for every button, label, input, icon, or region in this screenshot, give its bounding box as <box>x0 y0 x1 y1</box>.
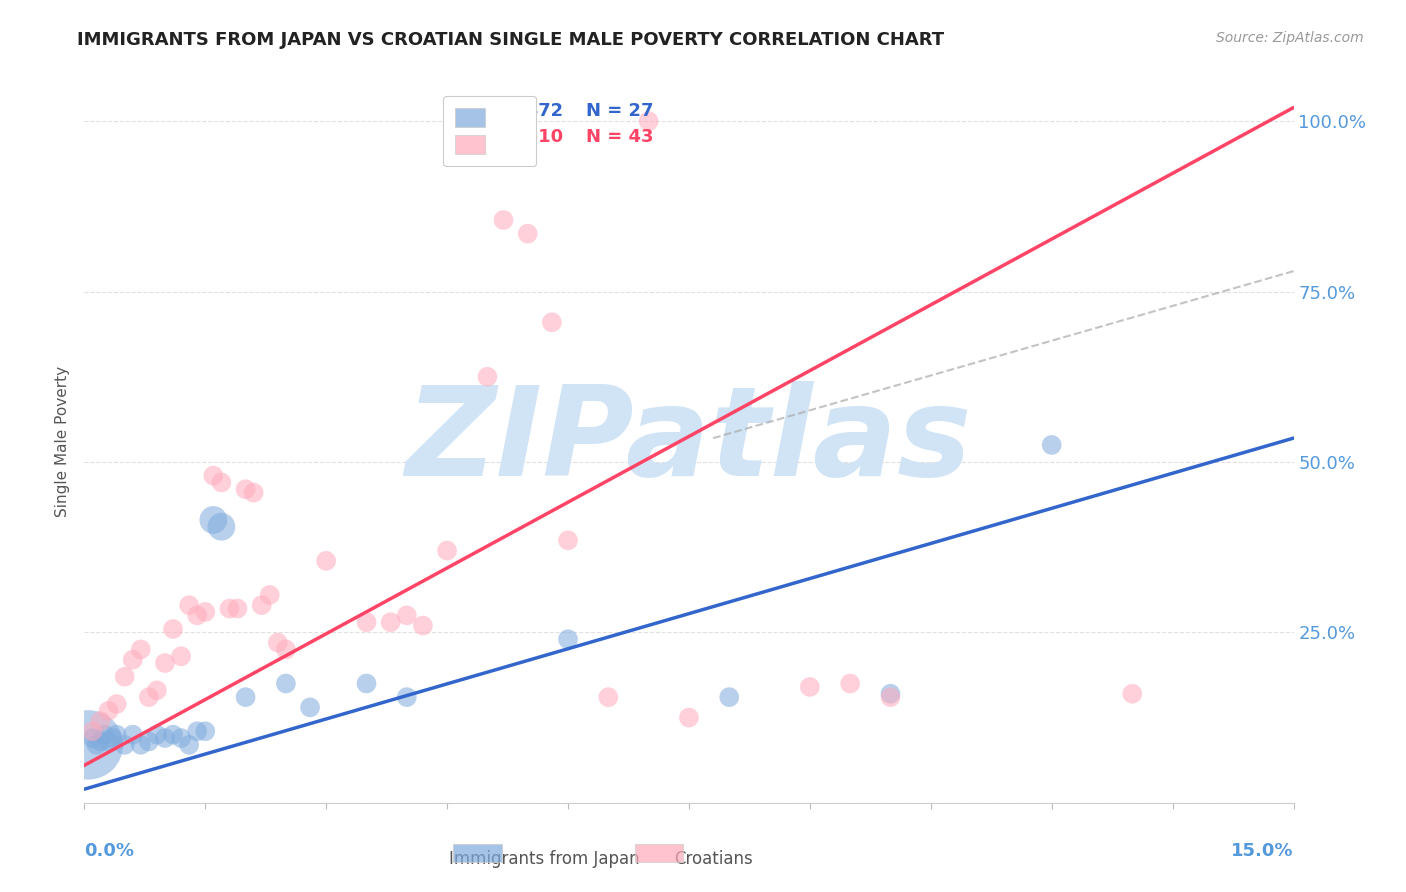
Point <box>114 670 136 684</box>
Point <box>170 731 193 745</box>
Point <box>170 649 193 664</box>
Point <box>153 731 176 745</box>
Text: Source: ZipAtlas.com: Source: ZipAtlas.com <box>1216 31 1364 45</box>
Point <box>186 608 208 623</box>
Point <box>356 676 378 690</box>
Point <box>129 642 152 657</box>
Point <box>235 690 257 705</box>
Point <box>516 227 538 241</box>
Text: N = 43: N = 43 <box>586 128 654 146</box>
Point <box>179 738 201 752</box>
Legend:      ,      : , <box>443 95 536 166</box>
Text: 0.0%: 0.0% <box>84 842 135 860</box>
Point <box>97 704 120 718</box>
Point <box>114 738 136 752</box>
Point <box>97 734 120 748</box>
Point <box>242 485 264 500</box>
Point <box>202 513 225 527</box>
Point <box>879 687 901 701</box>
Point <box>267 635 290 649</box>
Point <box>101 731 124 745</box>
Point <box>209 520 232 534</box>
Point <box>93 728 115 742</box>
Point <box>179 598 201 612</box>
Point <box>82 724 104 739</box>
Point <box>315 554 337 568</box>
Point <box>1121 687 1143 701</box>
Point <box>162 728 184 742</box>
Point <box>77 738 100 752</box>
Point <box>82 731 104 745</box>
Point <box>218 601 240 615</box>
Point <box>274 676 297 690</box>
Point <box>250 598 273 612</box>
Point <box>202 468 225 483</box>
Text: N = 27: N = 27 <box>586 102 654 120</box>
Point <box>138 690 160 705</box>
Point <box>395 690 418 705</box>
Point <box>121 728 143 742</box>
Text: 15.0%: 15.0% <box>1232 842 1294 860</box>
Point <box>598 690 620 705</box>
Point <box>259 588 281 602</box>
Point <box>186 724 208 739</box>
Text: ZIPatlas: ZIPatlas <box>406 381 972 502</box>
Point <box>194 724 217 739</box>
Point <box>477 369 499 384</box>
Point <box>380 615 402 630</box>
Point <box>146 728 169 742</box>
Point <box>138 734 160 748</box>
Point <box>86 738 108 752</box>
FancyBboxPatch shape <box>634 844 683 862</box>
Point <box>105 728 128 742</box>
Text: R = 0.472: R = 0.472 <box>465 102 564 120</box>
Point <box>395 608 418 623</box>
Point <box>226 601 249 615</box>
Point <box>718 690 741 705</box>
Point <box>1040 438 1063 452</box>
Point <box>678 710 700 724</box>
Point <box>356 615 378 630</box>
Point <box>146 683 169 698</box>
Point <box>412 618 434 632</box>
Point <box>89 714 111 728</box>
Point <box>541 315 564 329</box>
Point <box>162 622 184 636</box>
Point <box>194 605 217 619</box>
Point <box>839 676 862 690</box>
Point <box>274 642 297 657</box>
Text: IMMIGRANTS FROM JAPAN VS CROATIAN SINGLE MALE POVERTY CORRELATION CHART: IMMIGRANTS FROM JAPAN VS CROATIAN SINGLE… <box>77 31 945 49</box>
Point <box>105 697 128 711</box>
Point <box>235 482 257 496</box>
Point <box>153 656 176 670</box>
Point <box>89 734 111 748</box>
Point <box>879 690 901 705</box>
Point <box>299 700 322 714</box>
Point <box>557 632 579 647</box>
Point <box>121 653 143 667</box>
Y-axis label: Single Male Poverty: Single Male Poverty <box>55 366 70 517</box>
Point <box>799 680 821 694</box>
Point <box>477 135 499 149</box>
Point <box>209 475 232 490</box>
Point <box>492 213 515 227</box>
Point <box>436 543 458 558</box>
Point <box>129 738 152 752</box>
FancyBboxPatch shape <box>453 844 502 862</box>
Text: Croatians: Croatians <box>673 850 752 868</box>
Point <box>637 114 659 128</box>
Point <box>557 533 579 548</box>
Text: R = 0.610: R = 0.610 <box>465 128 564 146</box>
Text: Immigrants from Japan: Immigrants from Japan <box>449 850 640 868</box>
